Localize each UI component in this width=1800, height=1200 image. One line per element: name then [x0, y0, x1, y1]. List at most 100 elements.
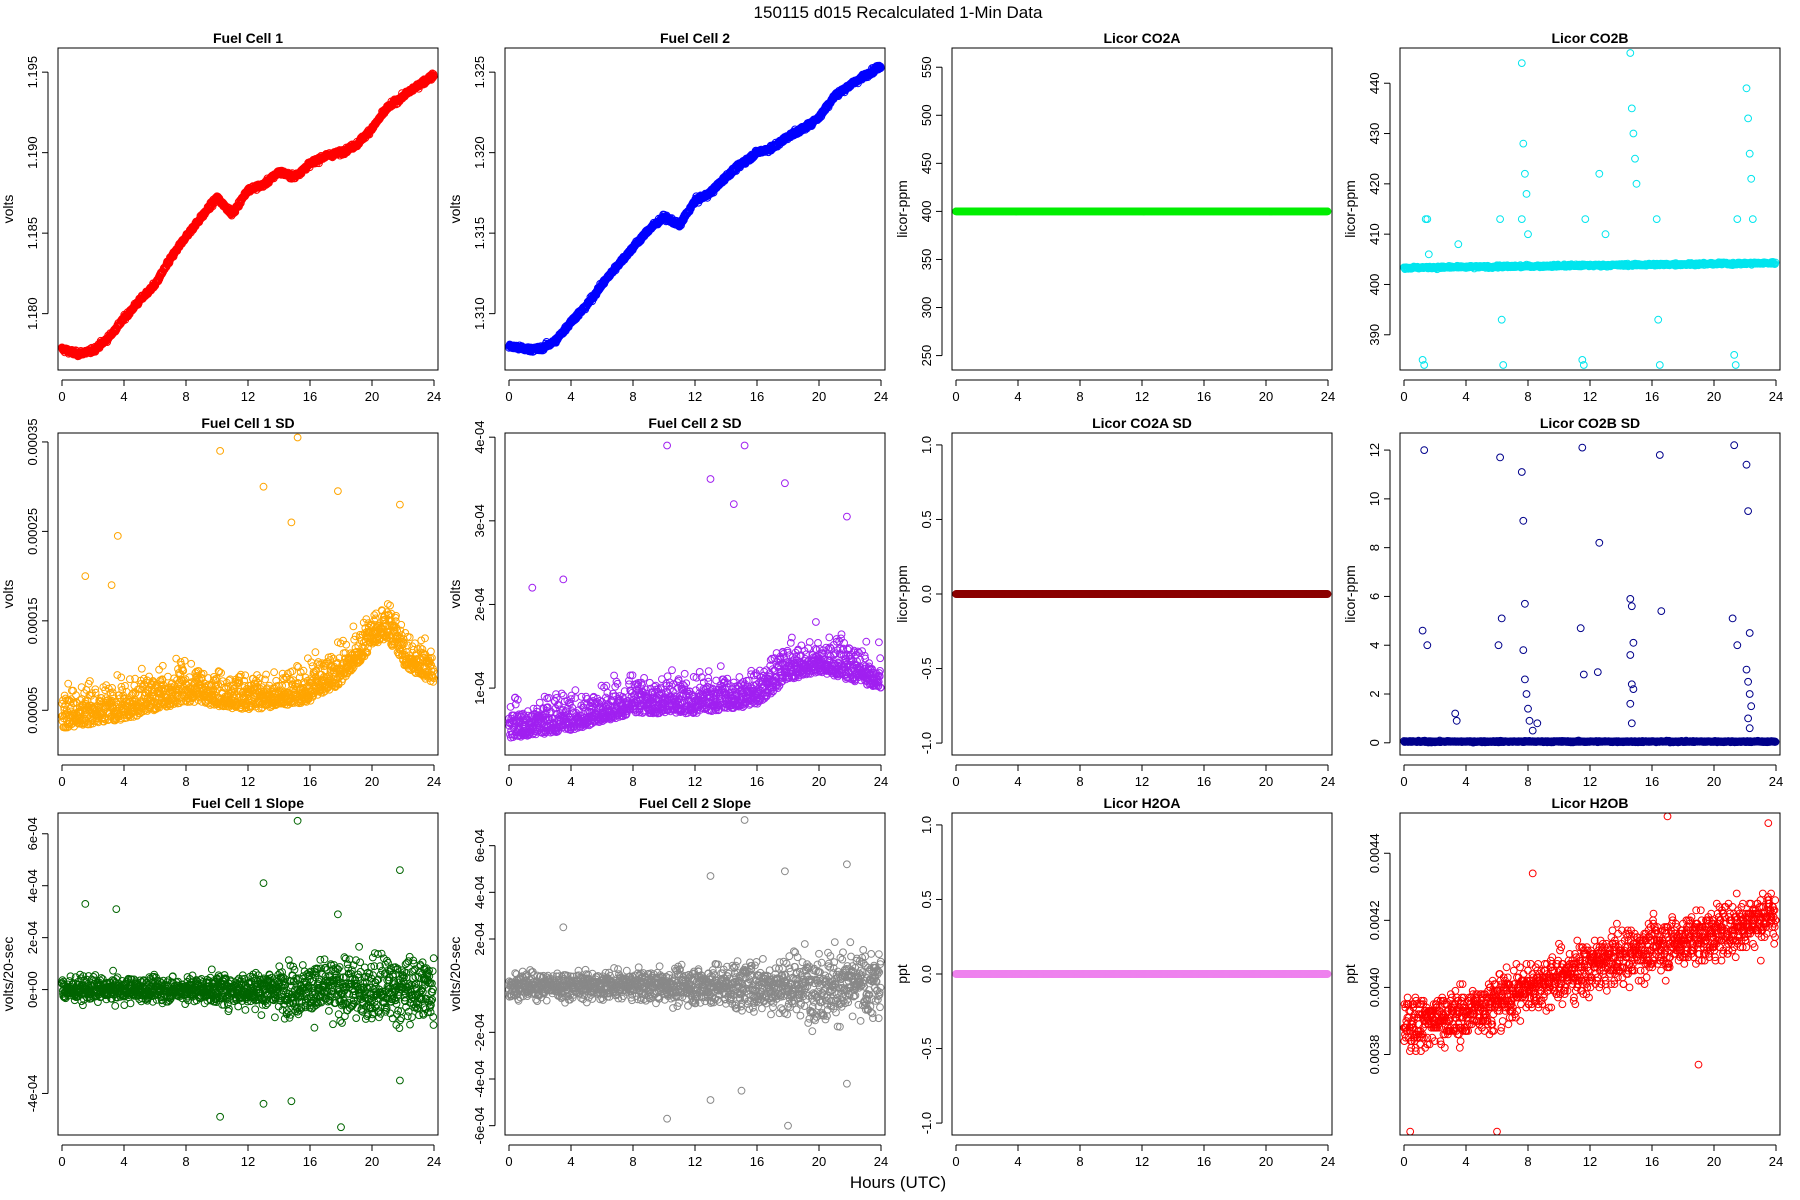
data-point: [117, 673, 126, 682]
data-point: [1631, 154, 1639, 163]
data-point: [84, 720, 92, 729]
data-point: [1731, 361, 1740, 369]
y-tick-label: 300: [919, 297, 934, 319]
data-points: [505, 61, 885, 356]
x-tick-label: 0: [1400, 389, 1407, 404]
y-tick-label: 1.325: [472, 56, 487, 89]
y-tick-label: 1.195: [25, 56, 40, 89]
x-tick-label: 20: [1259, 389, 1273, 404]
x-tick-label: 8: [629, 389, 636, 404]
data-point: [1424, 250, 1433, 259]
y-tick-label: 550: [919, 56, 934, 78]
y-tick-label: 250: [919, 345, 934, 367]
y-tick-label: 1.190: [25, 136, 40, 169]
y-tick-label: 500: [919, 104, 934, 126]
data-point: [1323, 207, 1332, 216]
data-point: [155, 665, 164, 674]
data-point: [1747, 174, 1756, 183]
y-tick-label: 410: [1367, 223, 1382, 245]
data-point: [1420, 361, 1429, 369]
plot-frame: [504, 47, 886, 371]
data-point: [1730, 351, 1739, 359]
y-tick-label: 400: [919, 201, 934, 223]
y-tick-label: 430: [1367, 123, 1382, 145]
data-point: [118, 686, 127, 694]
data-point: [91, 685, 100, 694]
data-point: [131, 674, 140, 683]
data-point: [365, 130, 374, 139]
data-point: [139, 707, 148, 716]
y-axis-label: volts: [0, 580, 16, 609]
data-point: [1418, 356, 1427, 364]
data-point: [1421, 215, 1430, 224]
y-axis-label: licor-ppm: [894, 180, 910, 238]
data-point: [876, 64, 885, 72]
x-tick-label: 4: [120, 389, 127, 404]
y-axis-label: volts: [447, 195, 463, 224]
y-tick-label: 350: [919, 249, 934, 271]
y-tick-label: 1.320: [472, 136, 487, 169]
plot-frame: [1399, 47, 1781, 371]
x-tick-label: 0: [505, 389, 512, 404]
x-tick-label: 16: [1645, 389, 1659, 404]
figure-xlabel: Hours (UTC): [850, 1173, 946, 1192]
data-point: [1581, 215, 1590, 224]
panel-title: Fuel Cell 1: [213, 30, 283, 46]
data-point: [1496, 215, 1504, 224]
data-point: [179, 667, 188, 675]
data-point: [1632, 179, 1641, 188]
y-axis-label: licor-ppm: [1342, 180, 1358, 238]
y-tick-label: 1.310: [472, 297, 487, 330]
x-tick-label: 8: [182, 389, 189, 404]
data-point: [1524, 230, 1532, 239]
data-point: [1744, 114, 1752, 123]
data-point: [1517, 215, 1526, 224]
data-point: [172, 654, 181, 663]
data-point: [64, 679, 73, 688]
x-tick-label: 12: [688, 389, 702, 404]
data-points: [952, 207, 1332, 216]
x-axis: 0 4 8 12 16 20 24: [58, 379, 441, 404]
data-point: [1627, 104, 1636, 113]
data-point: [146, 704, 155, 713]
data-point: [158, 661, 167, 670]
data-point: [1423, 215, 1432, 224]
data-point: [109, 691, 117, 700]
x-tick-label: 8: [1076, 389, 1083, 404]
data-point: [145, 672, 154, 681]
data-point: [1652, 215, 1661, 224]
x-tick-label: 20: [812, 389, 826, 404]
x-tick-label: 4: [1014, 389, 1021, 404]
y-tick-label: 400: [1367, 274, 1382, 296]
x-tick-label: 4: [1462, 389, 1469, 404]
y-tick-label: 390: [1367, 324, 1382, 346]
data-point: [1771, 258, 1780, 267]
x-tick-label: 20: [365, 389, 379, 404]
x-tick-label: 0: [952, 389, 959, 404]
data-point: [1629, 129, 1638, 138]
data-points: [58, 433, 438, 732]
data-point: [1733, 215, 1742, 224]
data-point: [1519, 139, 1528, 148]
x-tick-label: 16: [750, 389, 764, 404]
data-point: [1601, 230, 1610, 239]
data-point: [1497, 315, 1506, 324]
y-tick-label: 440: [1367, 72, 1382, 94]
data-points: [58, 69, 438, 361]
data-point: [89, 719, 97, 728]
data-point: [125, 675, 134, 684]
data-points: [1400, 49, 1780, 369]
x-tick-label: 20: [1707, 389, 1721, 404]
panel-title: Licor CO2A: [1103, 30, 1180, 46]
data-point: [1742, 84, 1751, 93]
data-point: [1499, 361, 1508, 369]
data-point: [1655, 361, 1664, 369]
x-tick-label: 24: [874, 389, 888, 404]
